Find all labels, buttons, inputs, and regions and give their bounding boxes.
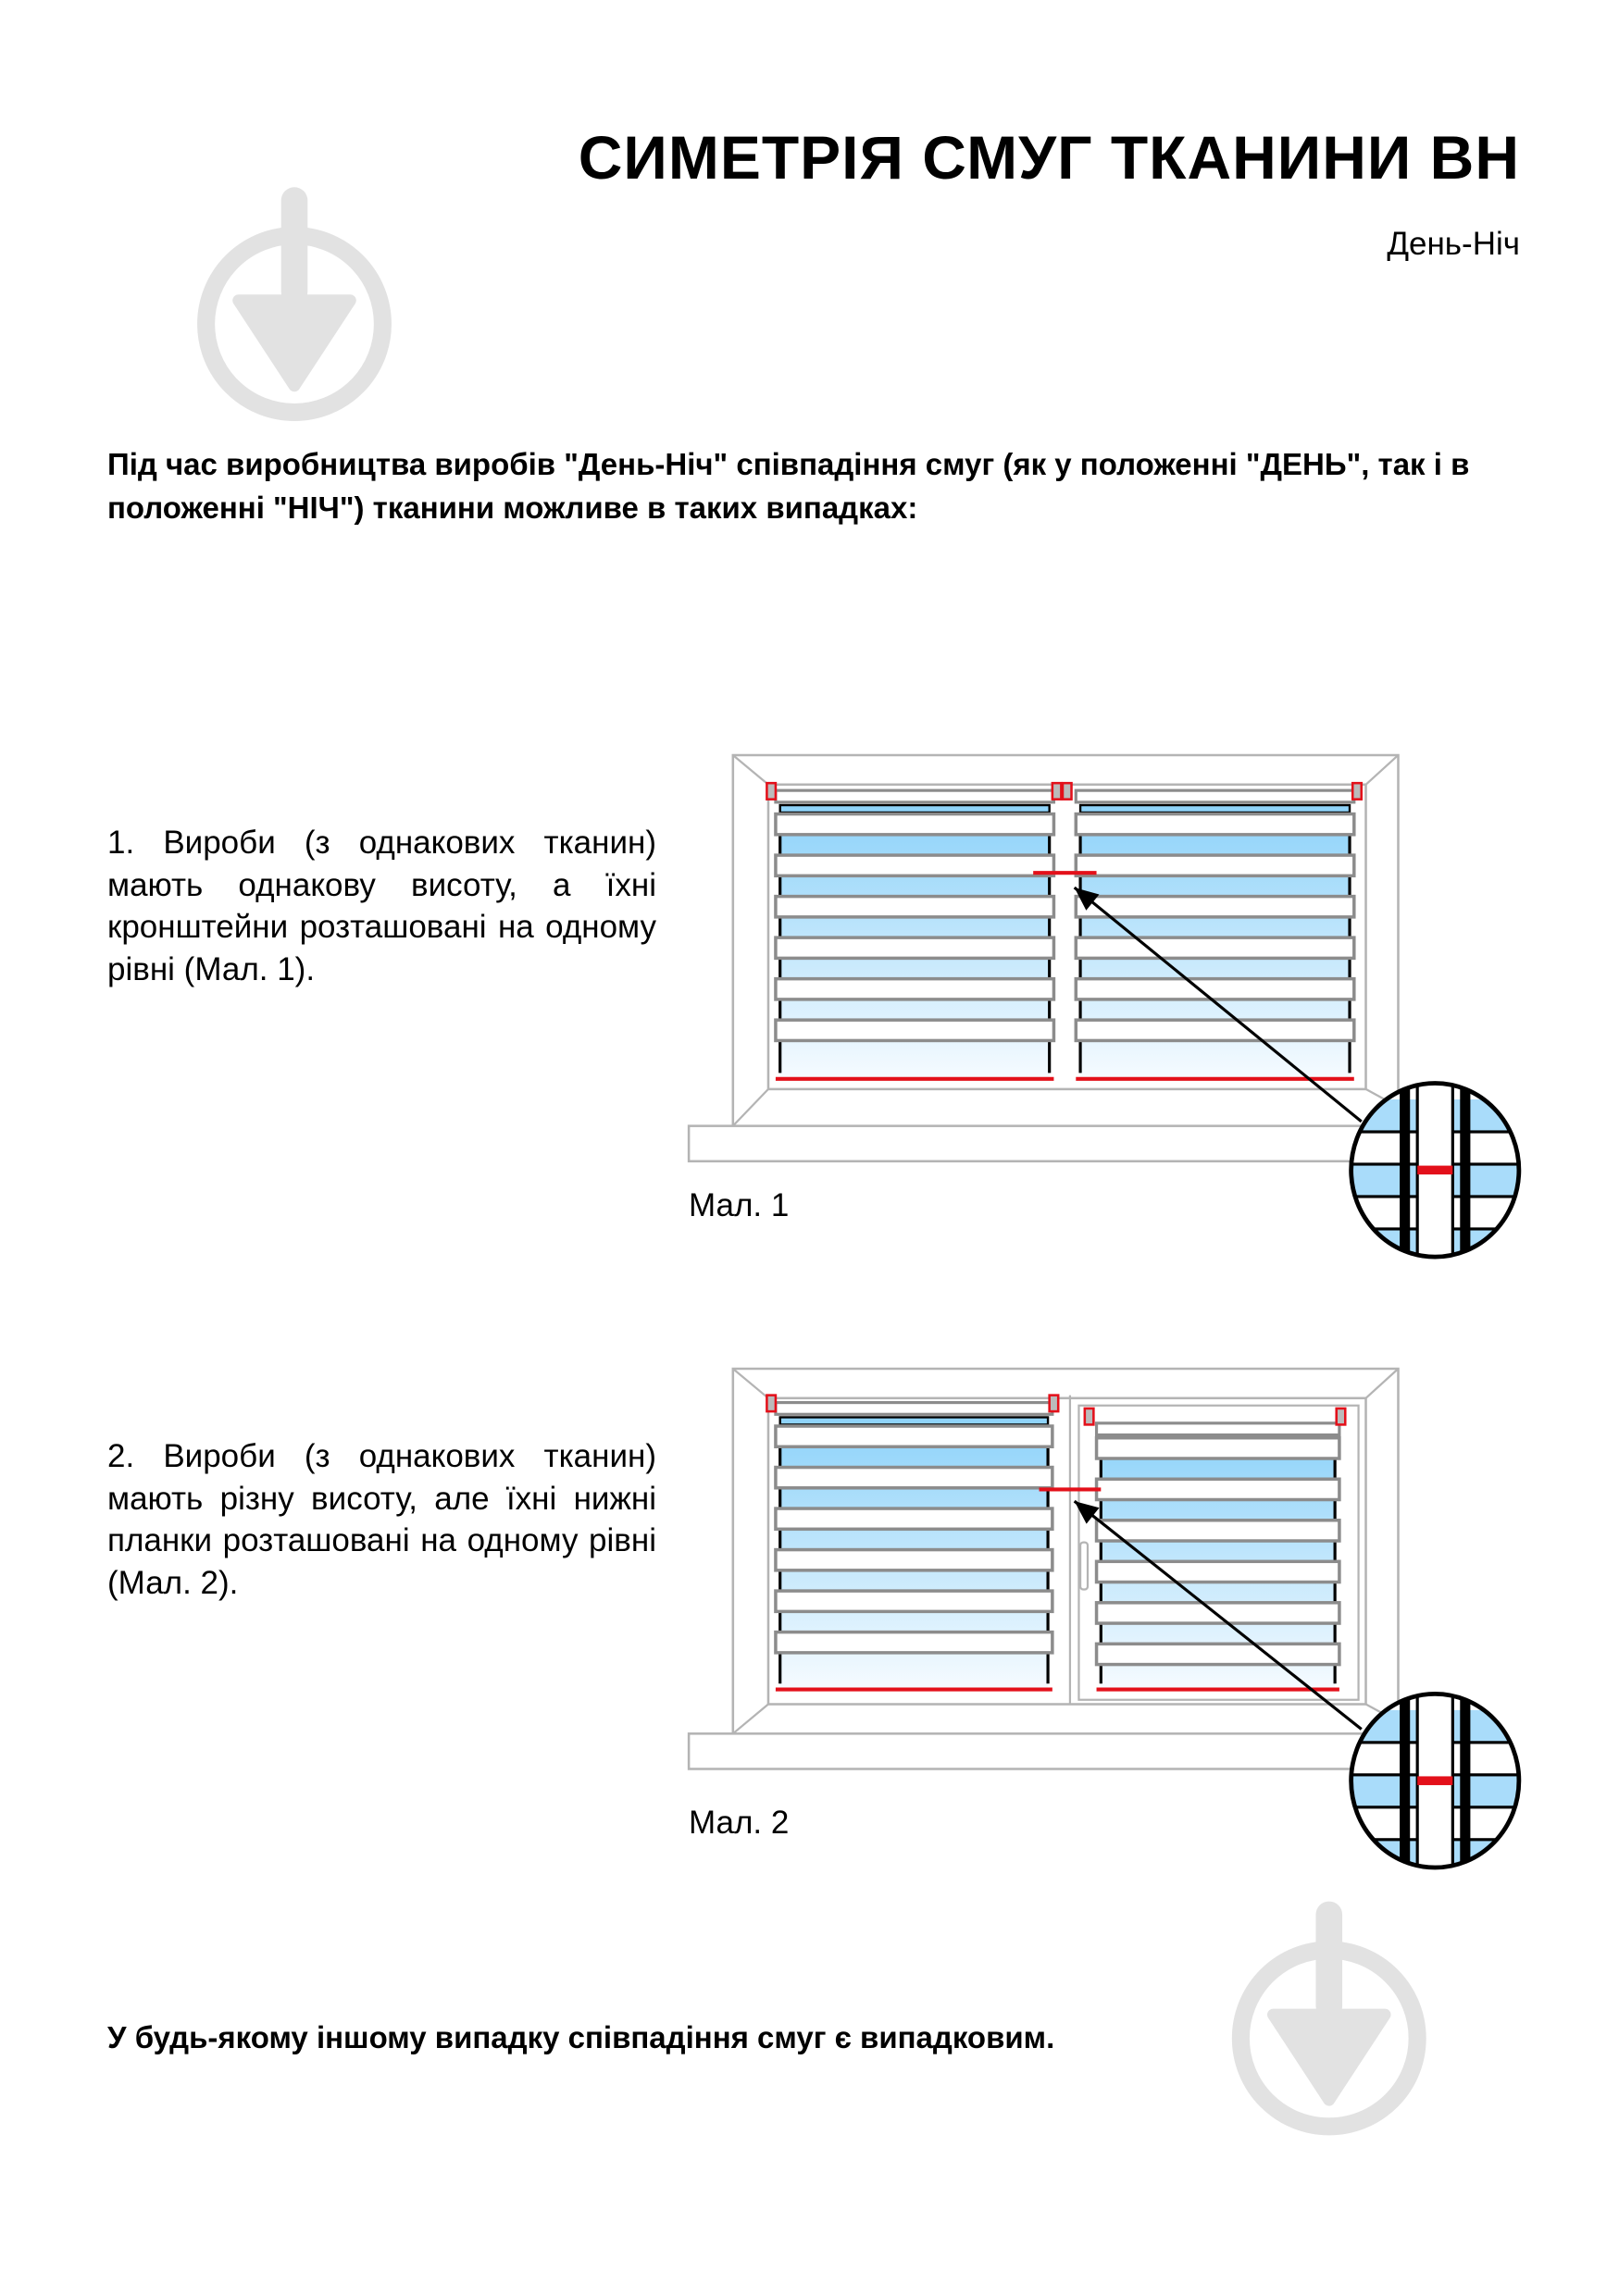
watermark-triangle — [1266, 2008, 1391, 2106]
intro-text: Під час виробництва виробів "День-Ніч" с… — [107, 447, 1470, 525]
watermark-stem — [1315, 1901, 1343, 2019]
blind-stripe — [1074, 936, 1356, 961]
reveal-line — [732, 754, 769, 786]
blind-stripe — [774, 1424, 1054, 1449]
watermark-stem — [280, 187, 308, 305]
bracket — [1048, 1394, 1060, 1413]
figure-2-window-diagram — [687, 1367, 1522, 1870]
watermark-logo-icon — [197, 187, 392, 422]
magnifier-ring — [1349, 1081, 1522, 1260]
case-1-text: 1. Вироби (з однакових тканин) мають одн… — [107, 825, 656, 987]
blind-stripe — [774, 1547, 1054, 1572]
window-handle — [1078, 1541, 1090, 1591]
blind-stripe — [1074, 976, 1356, 1001]
blind-stripe — [1074, 894, 1356, 919]
blind-stripe — [774, 1465, 1054, 1490]
arrow-icon — [1073, 886, 1363, 1123]
bracket — [766, 1394, 778, 1413]
bracket — [1083, 1407, 1095, 1426]
watermark-triangle — [232, 294, 356, 392]
blind-stripe — [774, 976, 1056, 1001]
blind-rail — [774, 788, 1056, 804]
arrow-head — [1074, 1501, 1100, 1524]
bracket — [766, 781, 778, 800]
detail-match-mark — [1417, 1165, 1453, 1175]
blind-top-fabric — [778, 803, 1051, 814]
bracket — [1051, 781, 1063, 800]
blind-stripe — [774, 1507, 1054, 1532]
blind-stripe — [774, 853, 1056, 878]
bracket — [1335, 1407, 1347, 1426]
blind-stripe — [1094, 1477, 1341, 1502]
window-frame-outer — [731, 1367, 1400, 1734]
window-frame-inner — [766, 1396, 1367, 1706]
reveal-line — [732, 1368, 769, 1399]
blind-stripe — [774, 1630, 1054, 1655]
detail-match-mark — [1417, 1776, 1453, 1785]
detail-edge — [1400, 1083, 1411, 1258]
page-title: СИМЕТРІЯ СМУГ ТКАНИНИ ВН — [578, 123, 1520, 192]
blind-stripe — [1074, 1018, 1356, 1043]
bracket — [1351, 781, 1364, 800]
blind-stripe — [1094, 1435, 1341, 1460]
detail-edge — [1460, 1694, 1471, 1868]
blind-stripe — [1074, 812, 1356, 837]
detail-edge — [1400, 1694, 1411, 1868]
window-frame-outer — [731, 753, 1400, 1126]
figure-1-caption: Мал. 1 — [689, 1187, 790, 1223]
blind-stripe — [1074, 853, 1356, 878]
arrow-head — [1074, 887, 1100, 911]
blind-stripe — [774, 812, 1056, 837]
blind-rail — [1094, 1421, 1341, 1437]
reveal-line — [732, 1703, 769, 1735]
blind-rail — [774, 1400, 1054, 1416]
blind-stripe — [774, 1018, 1056, 1043]
window-sill — [687, 1124, 1379, 1163]
case-2-text: 2. Вироби (з однакових тканин) мають різ… — [107, 1438, 656, 1601]
reveal-line — [1364, 754, 1400, 786]
figure-2-caption: Мал. 2 — [689, 1805, 790, 1841]
closing-note: У будь-якому іншому випадку співпадіння … — [107, 2020, 1055, 2054]
blind-top-fabric — [1078, 803, 1351, 814]
arrow-icon — [1073, 1499, 1363, 1731]
magnifier-detail-icon — [1351, 1694, 1519, 1868]
page-subtitle: День-Ніч — [1387, 226, 1520, 262]
blind-stripe — [774, 894, 1056, 919]
blind-stripe — [1094, 1601, 1341, 1625]
blind-rail — [1074, 788, 1356, 804]
reveal-line — [732, 1088, 769, 1127]
blind-stripe — [1094, 1559, 1341, 1584]
detail-edge — [1460, 1083, 1471, 1258]
blind-stripe — [774, 1589, 1054, 1614]
sash-frame — [1077, 1404, 1360, 1701]
blind-stripe — [774, 936, 1056, 961]
watermark-logo-icon — [1231, 1901, 1426, 2136]
bracket — [1061, 781, 1073, 800]
blind-stripe — [1094, 1642, 1341, 1667]
figure-1-window-diagram — [687, 753, 1522, 1260]
magnifier-detail-icon — [1351, 1083, 1519, 1258]
window-sill — [687, 1732, 1379, 1770]
reveal-line — [1364, 1368, 1400, 1399]
blind-top-fabric — [778, 1416, 1050, 1426]
blind-stripe — [1094, 1519, 1341, 1543]
magnifier-ring — [1349, 1692, 1522, 1870]
